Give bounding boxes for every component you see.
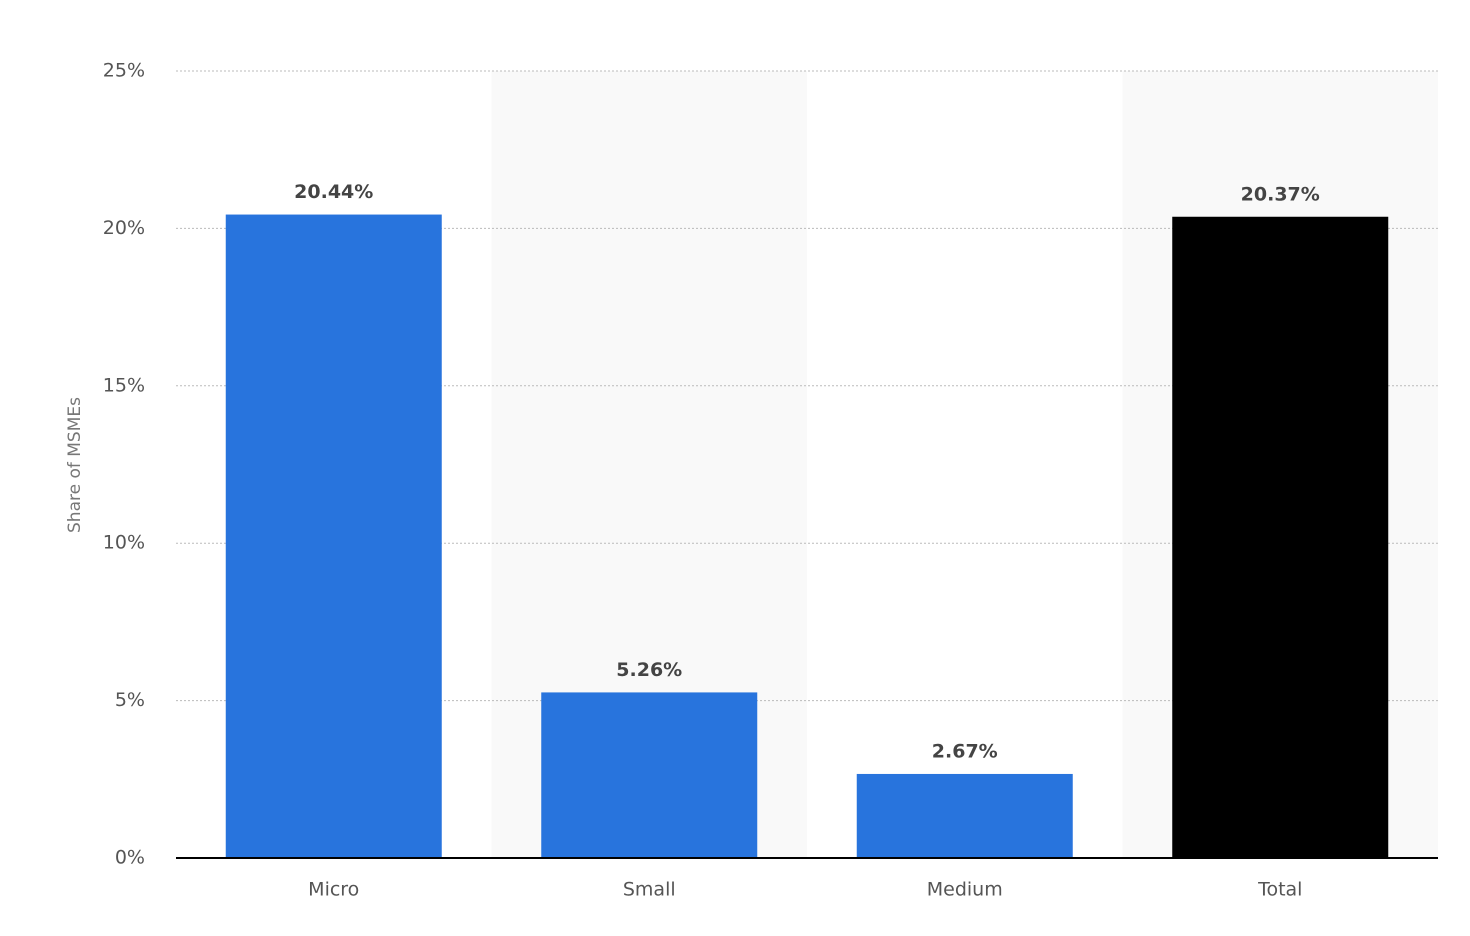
y-tick-label: 25% [103, 60, 145, 82]
x-tick-label: Micro [308, 879, 359, 901]
value-label: 20.37% [1241, 183, 1320, 205]
bar [1172, 216, 1389, 859]
y-tick-label: 15% [103, 374, 145, 396]
y-tick-label: 0% [115, 847, 145, 869]
y-tick-label: 20% [103, 217, 145, 239]
y-axis-title: Share of MSMEs [65, 397, 85, 533]
bar [541, 692, 758, 858]
value-label: 5.26% [616, 659, 682, 681]
y-tick-label: 10% [103, 532, 145, 554]
value-label: 2.67% [932, 740, 998, 762]
x-tick-label: Total [1257, 879, 1302, 901]
bar [225, 214, 442, 858]
x-tick-label: Small [623, 879, 676, 901]
x-tick-label: Medium [927, 879, 1003, 901]
y-tick-label: 5% [115, 689, 145, 711]
value-label: 20.44% [294, 181, 373, 203]
bar [856, 773, 1073, 858]
